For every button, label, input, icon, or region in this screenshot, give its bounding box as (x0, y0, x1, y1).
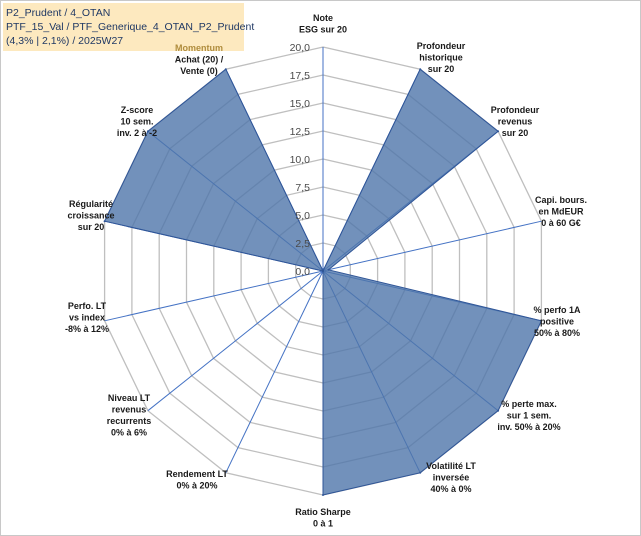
radar-spoke (104, 270, 324, 322)
axis-label: Z-score 10 sem. inv. 2 à -2 (117, 105, 157, 138)
axis-label: Profondeur historique sur 20 (417, 41, 466, 74)
axis-label: Volatilité LT inversée 40% à 0% (426, 461, 476, 494)
tick-label: 0,0 (295, 266, 310, 278)
axis-label: % perfo 1A positive 50% à 80% (533, 305, 581, 338)
portfolio-line-1: P2_Prudent / 4_OTAN (6, 7, 111, 19)
axis-label: Capi. bours. en MdEUR 0 à 60 G€ (535, 195, 587, 228)
data-point (540, 319, 543, 322)
radar-spoke (225, 270, 324, 474)
data-point (419, 68, 422, 71)
axis-label: % perte max. sur 1 sem. inv. 50% à 20% (497, 399, 560, 432)
tick-label: 12,5 (290, 126, 311, 138)
data-point (419, 471, 422, 474)
data-point (103, 220, 106, 223)
data-point (224, 68, 227, 71)
radar-axis-labels: Note ESG sur 20 Profondeur historique sur 20… (65, 13, 587, 529)
portfolio-line-3: (4,3% | 2,1%) / 2025W27 (6, 35, 124, 47)
tick-label: 2,5 (295, 238, 310, 250)
radar-spoke (147, 270, 324, 412)
tick-label: 5,0 (295, 210, 310, 222)
tick-label: 20,0 (290, 42, 311, 54)
data-point (146, 130, 149, 133)
portfolio-line-2: PTF_15_Val / PTF_Generique_4_OTAN_P2_Pru… (6, 21, 255, 33)
tick-label: 10,0 (290, 154, 311, 166)
radar-tick-labels: 0,0 2,5 5,0 7,5 10,0 12,5 15,0 17,5 20,0 (290, 42, 311, 278)
axis-label: Profondeur revenus sur 20 (491, 105, 540, 138)
data-point (322, 494, 324, 496)
axis-label: Niveau LT revenus recurrents 0% à 6% (107, 393, 152, 438)
data-point (322, 270, 324, 272)
axis-label: Rendement LT 0% à 20% (166, 469, 228, 491)
axis-label: Note ESG sur 20 (299, 13, 347, 35)
radar-spoke (322, 220, 542, 272)
portfolio-info-box: P2_Prudent / 4_OTAN PTF_15_Val / PTF_Gen… (3, 3, 255, 51)
data-point (497, 409, 500, 412)
data-point (497, 130, 500, 133)
axis-label: Régularité croissance sur 20 (67, 199, 114, 232)
tick-label: 17,5 (290, 70, 311, 82)
tick-label: 7,5 (295, 182, 310, 194)
data-point (327, 268, 330, 271)
axis-label: Momentum Achat (20) / Vente (0) (175, 43, 224, 76)
axis-label: Ratio Sharpe 0 à 1 (295, 507, 351, 529)
axis-label: Perfo. LT vs index -8% à 12% (65, 301, 109, 334)
tick-label: 15,0 (290, 98, 311, 110)
radar-series (103, 68, 543, 496)
